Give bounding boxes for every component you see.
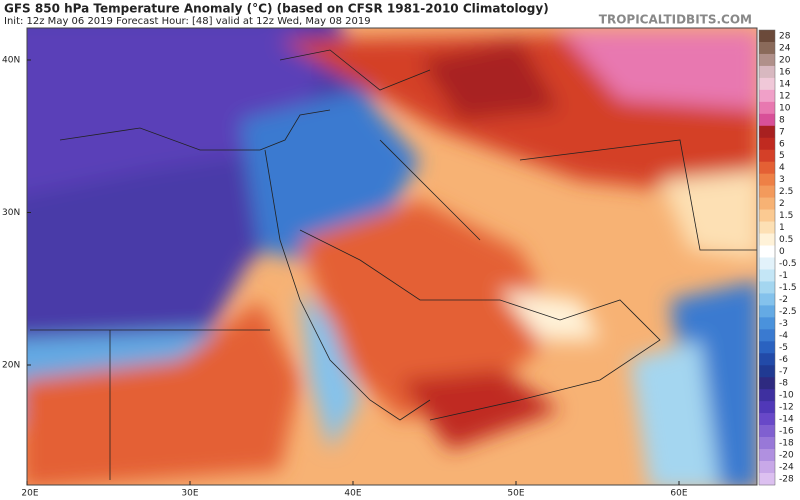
colorbar-segment — [759, 365, 775, 378]
colorbar-label: -5 — [779, 343, 788, 353]
colorbar-segment — [759, 89, 775, 103]
colorbar-label: 24 — [779, 43, 791, 53]
colorbar-segment — [759, 233, 775, 246]
colorbar-label: 7 — [779, 127, 785, 137]
colorbar-label: -7 — [779, 367, 788, 377]
colorbar-segment — [759, 245, 775, 258]
colorbar-label: -0.5 — [779, 259, 797, 269]
colorbar-label: -6 — [779, 355, 788, 365]
colorbar-label: -28 — [779, 475, 794, 485]
colorbar-label: -14 — [779, 415, 794, 425]
lat-label: 20N — [2, 361, 20, 371]
colorbar-segment — [759, 77, 775, 91]
colorbar-frame — [758, 29, 776, 486]
lon-label: 60E — [670, 489, 687, 499]
colorbar-segment — [759, 65, 775, 79]
colorbar-segment — [759, 269, 775, 282]
colorbar-label: -12 — [779, 403, 794, 413]
colorbar-label: 0 — [779, 247, 785, 257]
colorbar-segment — [759, 413, 775, 426]
colorbar-segment — [759, 461, 775, 474]
colorbar-label: 6 — [779, 139, 785, 149]
lon-label: 40E — [344, 489, 361, 499]
brand: TROPICALTIDBITS.COM — [599, 13, 752, 27]
title: GFS 850 hPa Temperature Anomaly (°C) (ba… — [4, 2, 549, 16]
colorbar-label: 2.5 — [779, 187, 793, 197]
colorbar-label: -2.5 — [779, 307, 797, 317]
colorbar-label: -2 — [779, 295, 788, 305]
colorbar-label: -24 — [779, 463, 794, 473]
colorbar-segment — [759, 449, 775, 462]
colorbar-segment — [759, 401, 775, 414]
colorbar-segment — [759, 317, 775, 330]
colorbar-segment — [759, 185, 775, 198]
colorbar-segment — [759, 161, 775, 174]
colorbar-label: 12 — [779, 91, 790, 101]
colorbar-segment — [759, 389, 775, 402]
colorbar-label: -20 — [779, 451, 794, 461]
colorbar-label: 14 — [779, 79, 791, 89]
colorbar-label: 4 — [779, 163, 785, 173]
lat-label: 40N — [2, 56, 20, 66]
colorbar-segment — [759, 329, 775, 342]
colorbar-label: -18 — [779, 439, 794, 449]
colorbar-label: -3 — [779, 319, 788, 329]
colorbar-label: 28 — [779, 31, 791, 41]
lon-label: 20E — [21, 489, 38, 499]
colorbar-label: 20 — [779, 55, 791, 65]
colorbar-segment — [759, 293, 775, 306]
colorbar-segment — [759, 257, 775, 270]
colorbar-segment — [759, 221, 775, 234]
colorbar-segment — [759, 41, 775, 55]
colorbar-segment — [759, 353, 775, 366]
colorbar-segment — [759, 197, 775, 210]
map-frame — [26, 27, 758, 486]
colorbar-label: -4 — [779, 331, 788, 341]
colorbar-label: -1.5 — [779, 283, 797, 293]
colorbar-segment — [759, 305, 775, 318]
colorbar-segment — [759, 113, 775, 127]
colorbar-label: 0.5 — [779, 235, 793, 245]
colorbar-segment — [759, 377, 775, 390]
colorbar-segment — [759, 53, 775, 67]
colorbar-label: 5 — [779, 151, 785, 161]
colorbar-segment — [759, 173, 775, 186]
colorbar-label: 1 — [779, 223, 785, 233]
colorbar-segment — [759, 101, 775, 115]
colorbar-label: 3 — [779, 175, 785, 185]
colorbar-label: 1.5 — [779, 211, 793, 221]
colorbar-segment — [759, 425, 775, 438]
colorbar-segment — [759, 209, 775, 222]
colorbar-label: 16 — [779, 67, 791, 77]
subtitle: Init: 12z May 06 2019 Forecast Hour: [48… — [4, 16, 371, 27]
colorbar-label: -8 — [779, 379, 788, 389]
colorbar-segment — [759, 149, 775, 163]
colorbar-label: -10 — [779, 391, 794, 401]
colorbar-segment — [759, 473, 775, 486]
lat-label: 30N — [2, 208, 20, 218]
colorbar-label: 8 — [779, 115, 785, 125]
lon-label: 50E — [507, 489, 524, 499]
colorbar-segment — [759, 125, 775, 139]
colorbar-segment — [759, 341, 775, 354]
colorbar-label: 10 — [779, 103, 791, 113]
colorbar-label: -1 — [779, 271, 788, 281]
colorbar-label: -16 — [779, 427, 794, 437]
colorbar-segment — [759, 30, 775, 43]
map — [27, 28, 757, 485]
colorbar-segment — [759, 281, 775, 294]
lon-label: 30E — [181, 489, 198, 499]
colorbar-segment — [759, 437, 775, 450]
colorbar-label: 2 — [779, 199, 785, 209]
colorbar-segment — [759, 137, 775, 151]
